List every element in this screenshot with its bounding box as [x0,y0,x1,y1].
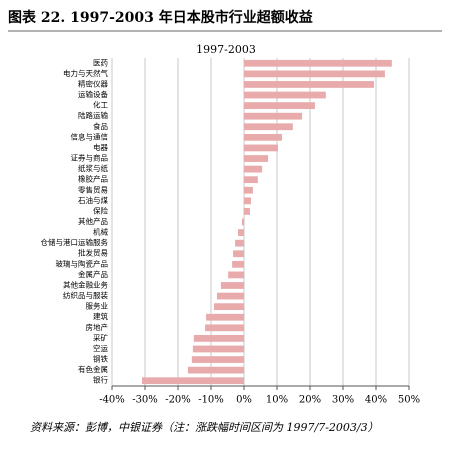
source-note: 资料来源：彭博，中银证券（注：涨跌幅时间区间为 1997/7-2003/3） [30,421,379,434]
bar [244,70,385,78]
y-tick-label: 化工 [93,100,108,110]
y-tick-label: 有色金属 [78,364,108,374]
bar [193,335,244,342]
bar [244,155,269,162]
bar [232,260,244,268]
bar [205,324,244,332]
y-tick-label: 信息与通信 [71,131,109,141]
bar [244,81,375,88]
x-tick-label: -40% [99,395,125,406]
y-tick-label: 精密仪器 [78,78,108,88]
bar [244,102,315,109]
y-tick-label: 房地产 [86,322,109,332]
y-tick-label: 金属产品 [78,269,108,279]
y-tick-label: 服务业 [86,301,109,311]
y-tick-label: 食品 [93,121,108,131]
bar [244,123,293,131]
x-tick-label: -10% [198,395,224,406]
y-tick-label: 石油与煤 [78,195,108,205]
bar [242,218,244,226]
bar [244,112,303,120]
x-tick-label: 0% [236,395,252,406]
bar [244,208,250,215]
x-tick-label: 50% [398,395,420,406]
y-tick-label: 医药 [93,57,108,67]
y-tick-label: 建筑 [93,311,108,321]
chart-title: 1997-2003 [196,43,256,56]
x-tick-label: 30% [332,395,354,406]
y-tick-label: 保险 [93,205,108,215]
bar [192,345,244,353]
bar [233,250,244,258]
y-tick-label: 其他金融业务 [63,279,108,289]
bar [238,229,244,236]
x-tick-label: -20% [165,395,191,406]
y-tick-label: 零售贸易 [78,184,108,194]
bar [244,133,282,141]
y-tick-label: 陆路运输 [78,110,108,120]
x-tick-label: 40% [365,395,387,406]
bar [244,197,251,205]
y-tick-label: 电器 [93,142,108,152]
bar [142,377,244,385]
x-tick-label: -30% [132,395,158,406]
y-tick-label: 仓储与港口运输服务 [41,237,109,247]
bar [235,239,244,247]
bar [228,271,244,279]
bar [206,313,244,321]
x-tick-label: 10% [266,395,288,406]
y-tick-label: 玻璃与陶瓷产品 [56,258,109,268]
bar [191,356,244,363]
bar [213,303,244,311]
bar [244,186,253,194]
y-tick-label: 橡胶产品 [78,174,108,184]
bar [244,176,258,184]
y-tick-label: 空运 [93,343,108,353]
y-tick-label: 纺织品与服装 [63,290,108,300]
y-tick-label: 机械 [93,227,108,237]
bar [220,282,244,289]
bar [244,91,326,99]
y-tick-label: 银行 [93,375,108,385]
page-title: 图表 22. 1997-2003 年日本股市行业超额收益 [8,9,313,26]
y-tick-label: 钢铁 [93,354,108,364]
bar [244,59,392,67]
y-tick-label: 批发贸易 [78,248,108,258]
bar [244,165,263,173]
y-tick-label: 运输设备 [78,89,108,99]
y-tick-label: 纸浆与纸 [78,163,108,173]
y-tick-label: 证券与商品 [71,153,109,163]
y-tick-label: 采矿 [93,332,108,342]
bar [244,144,278,152]
y-tick-label: 电力与天然气 [63,68,108,78]
x-tick-label: 20% [299,395,321,406]
y-tick-label: 其他产品 [78,216,108,226]
bar [187,366,244,374]
bar [216,292,244,300]
